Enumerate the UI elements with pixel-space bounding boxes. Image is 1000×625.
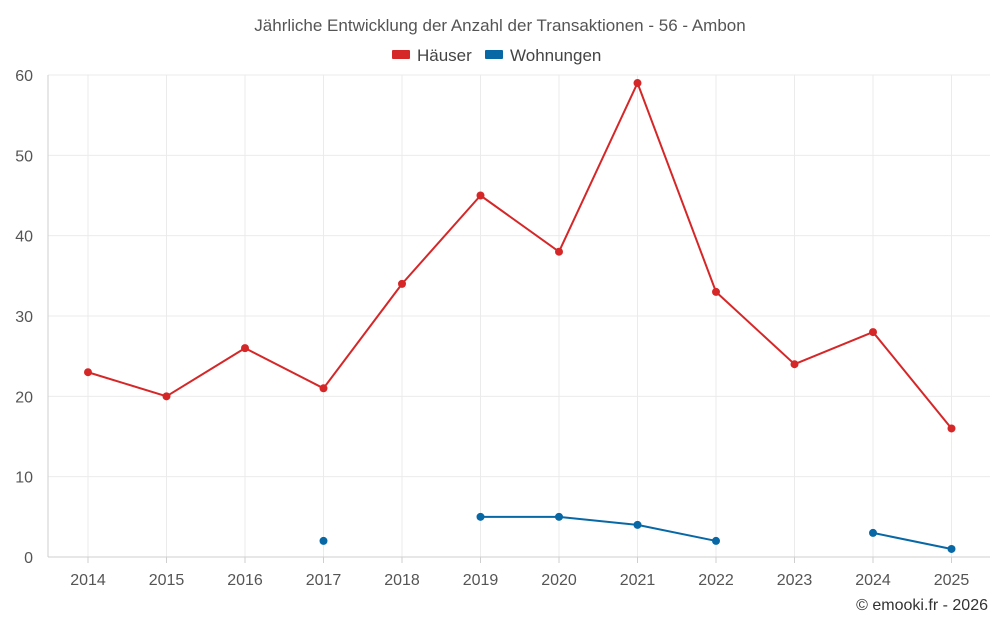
legend-item-wohnungen[interactable]: Wohnungen: [485, 46, 601, 65]
series-wohnungen: [319, 512, 956, 553]
data-point-haeuser-2017[interactable]: [319, 384, 328, 393]
data-point-haeuser-2020[interactable]: [555, 247, 563, 256]
data-point-haeuser-2018[interactable]: [398, 279, 406, 288]
data-point-wohnungen-2021[interactable]: [633, 520, 642, 529]
data-point-haeuser-2015[interactable]: [162, 392, 171, 401]
x-tick-label: 2024: [855, 572, 891, 589]
x-tick-label: 2019: [463, 572, 499, 589]
x-tick-label: 2021: [620, 572, 656, 589]
y-tick-label: 60: [15, 68, 33, 85]
x-tick-label: 2018: [384, 572, 420, 589]
credit-text: © emooki.fr - 2026: [856, 597, 988, 614]
x-tick-label: 2023: [777, 572, 813, 589]
y-tick-label: 10: [15, 470, 33, 487]
x-tick-label: 2022: [698, 572, 734, 589]
data-point-haeuser-2014[interactable]: [84, 368, 92, 377]
x-tick-label: 2025: [934, 572, 970, 589]
series-line-wohnungen: [480, 515, 717, 542]
data-point-wohnungen-2019[interactable]: [476, 512, 485, 521]
y-tick-label: 40: [15, 229, 33, 246]
gridlines: [48, 74, 990, 557]
x-tick-label: 2015: [149, 572, 185, 589]
series: [84, 79, 956, 553]
data-point-wohnungen-2017[interactable]: [319, 536, 328, 545]
data-point-haeuser-2025[interactable]: [947, 424, 956, 433]
data-point-haeuser-2021[interactable]: [633, 79, 642, 88]
y-tick-label: 50: [15, 148, 33, 165]
data-point-haeuser-2022[interactable]: [712, 287, 720, 296]
axes: 0 10 20 30 40 50 60 2014 2015 2016 2017 2018 2019 202…: [15, 68, 990, 589]
data-point-haeuser-2016[interactable]: [241, 344, 249, 353]
y-tick-label: 30: [15, 309, 33, 326]
series-line-wohnungen: [872, 531, 952, 550]
chart-title: Jährliche Entwicklung der Anzahl der Tra…: [254, 16, 745, 35]
y-tick-label: 20: [15, 389, 33, 406]
x-tick-label: 2017: [306, 572, 342, 589]
y-tick-label: 0: [24, 550, 33, 567]
x-tick-label: 2016: [227, 572, 263, 589]
x-tick-label: 2014: [70, 572, 106, 589]
legend-label-haeuser: Häuser: [417, 46, 472, 65]
legend-label-wohnungen: Wohnungen: [510, 46, 601, 65]
data-point-haeuser-2024[interactable]: [869, 328, 877, 337]
series-line-haeuser: [87, 82, 953, 430]
legend-item-haeuser[interactable]: Häuser: [392, 46, 472, 65]
legend: Häuser Wohnungen: [392, 46, 601, 65]
data-point-haeuser-2023[interactable]: [790, 360, 799, 369]
data-point-wohnungen-2025[interactable]: [947, 544, 956, 553]
data-point-wohnungen-2022[interactable]: [712, 536, 720, 545]
data-point-wohnungen-2024[interactable]: [869, 528, 877, 537]
data-point-haeuser-2019[interactable]: [476, 191, 485, 200]
series-haeuser: [84, 79, 956, 433]
legend-swatch-wohnungen: [485, 50, 503, 59]
legend-swatch-haeuser: [392, 50, 410, 59]
x-tick-label: 2020: [541, 572, 577, 589]
data-point-wohnungen-2020[interactable]: [555, 512, 563, 521]
